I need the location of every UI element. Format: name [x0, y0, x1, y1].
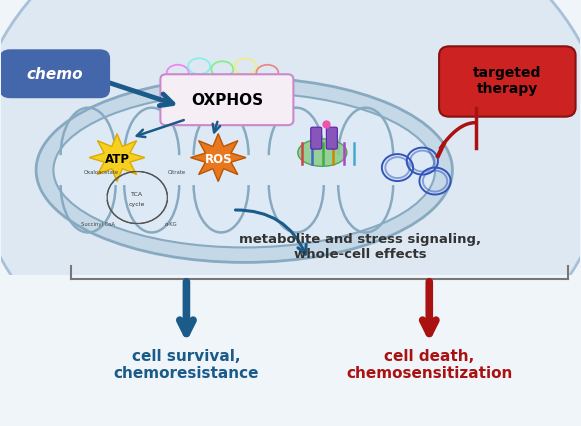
FancyBboxPatch shape — [311, 128, 322, 150]
FancyBboxPatch shape — [327, 128, 338, 150]
Text: targeted
therapy: targeted therapy — [473, 66, 541, 96]
Text: Oxaloacetate: Oxaloacetate — [84, 170, 119, 175]
Polygon shape — [89, 134, 145, 182]
Ellipse shape — [36, 78, 453, 263]
FancyBboxPatch shape — [439, 47, 576, 118]
Text: Succinyl CoA: Succinyl CoA — [81, 222, 115, 227]
FancyBboxPatch shape — [160, 75, 293, 126]
Ellipse shape — [53, 93, 435, 248]
Text: ATP: ATP — [105, 153, 130, 166]
Ellipse shape — [0, 0, 581, 412]
Text: cell death,
chemosensitization: cell death, chemosensitization — [346, 348, 512, 380]
Text: Citrate: Citrate — [167, 170, 186, 175]
FancyBboxPatch shape — [0, 50, 110, 99]
Ellipse shape — [297, 140, 347, 167]
Polygon shape — [191, 134, 246, 182]
Text: metabolite and stress signaling,
whole-cell effects: metabolite and stress signaling, whole-c… — [239, 233, 481, 260]
Text: cell survival,
chemoresistance: cell survival, chemoresistance — [114, 348, 259, 380]
Text: OXPHOS: OXPHOS — [191, 92, 263, 107]
Text: cycle: cycle — [129, 201, 145, 207]
Text: TCA: TCA — [131, 192, 144, 196]
Text: chemo: chemo — [27, 66, 84, 81]
Text: α-KG: α-KG — [164, 222, 177, 227]
Bar — [1, 275, 580, 425]
Text: ROS: ROS — [205, 153, 232, 166]
